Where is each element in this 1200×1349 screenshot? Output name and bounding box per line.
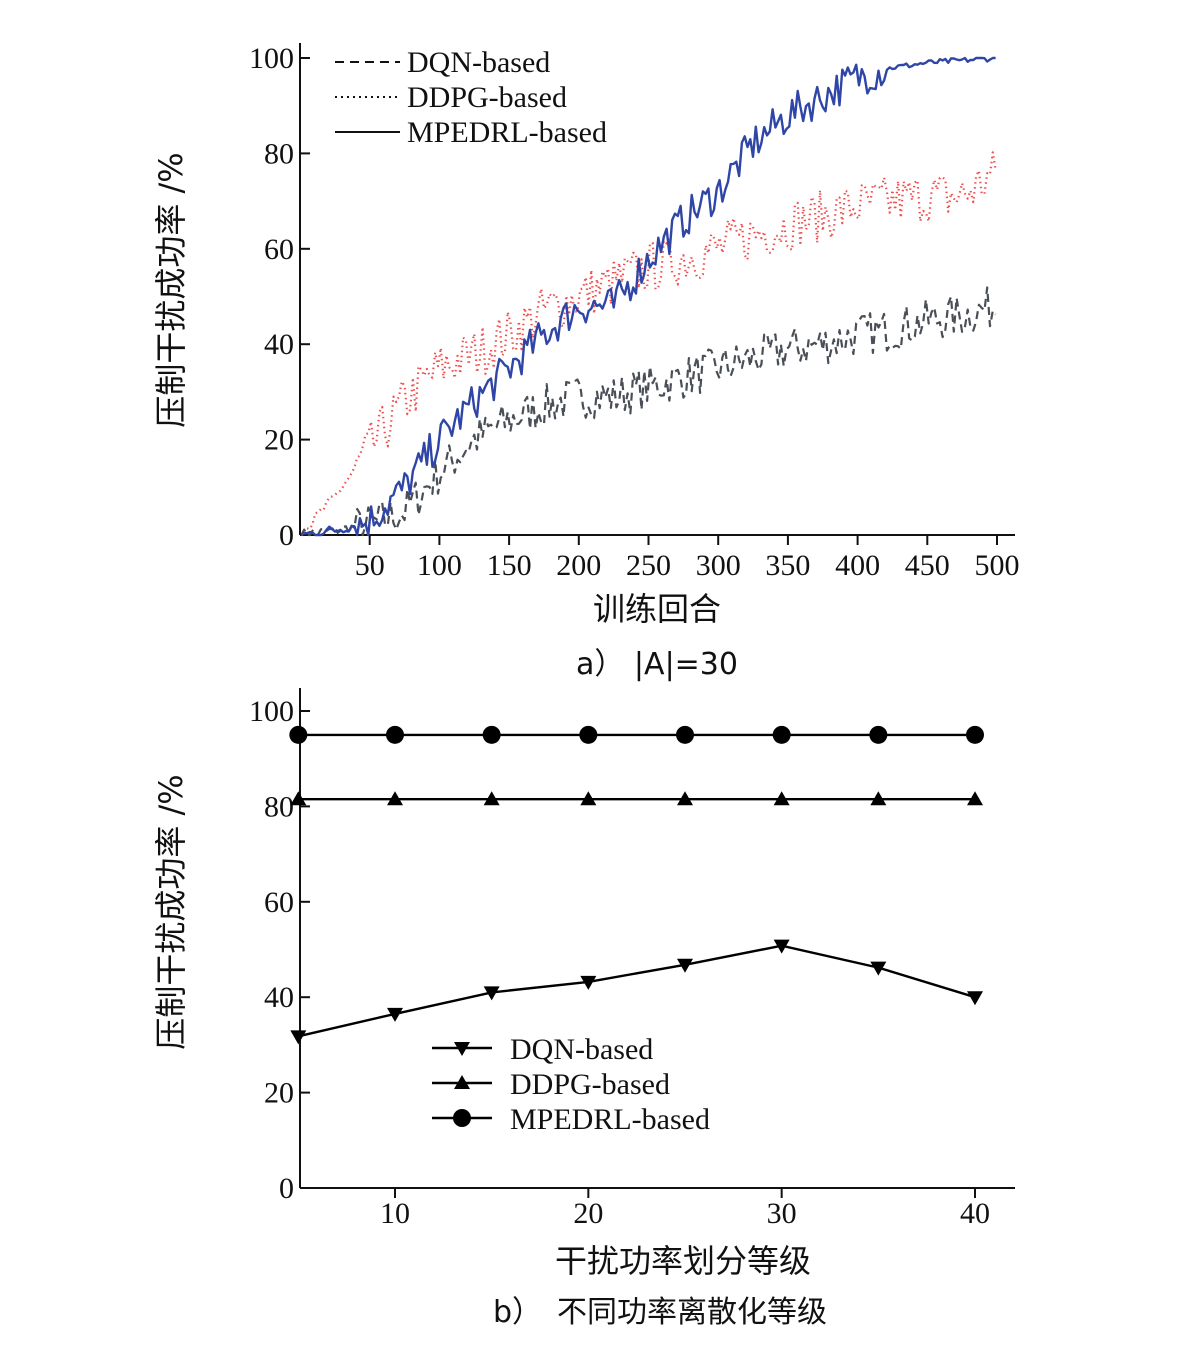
legend-b-marker <box>454 1075 470 1089</box>
legend-a-mpedrl-label: MPEDRL-based <box>407 116 607 149</box>
chart-b-y-tick-label: 60 <box>264 886 294 919</box>
legend-b-label: MPEDRL-based <box>510 1103 710 1136</box>
chart-b-data-point <box>290 1030 307 1045</box>
chart-b-data-point <box>966 725 984 744</box>
chart-b-caption: b） 不同功率离散化等级 <box>493 1295 827 1330</box>
chart-a-y-tick-label: 100 <box>249 42 294 75</box>
chart-a-x-tick-label: 100 <box>417 549 462 582</box>
chart-a-y-tick-label: 40 <box>264 328 294 361</box>
chart-a-caption: a） |A|=30 <box>576 647 738 682</box>
chart-b-data-point <box>677 791 693 806</box>
chart-b-data-point <box>967 791 983 806</box>
chart-b-x-tick-label: 40 <box>960 1197 990 1230</box>
chart-b-data-point <box>580 975 597 990</box>
legend-b-marker <box>453 1109 471 1127</box>
chart-a-x-tick-label: 400 <box>835 549 880 582</box>
chart-b-y-tick-label: 80 <box>264 790 294 823</box>
chart-b-data-point <box>870 961 887 976</box>
chart-b-data-point <box>676 725 694 744</box>
chart-b-data-point <box>483 986 500 1001</box>
chart-a-x-tick-label: 150 <box>487 549 532 582</box>
chart-b-data-point <box>870 791 887 806</box>
chart-a-y-tick-label: 80 <box>264 137 294 170</box>
chart-b-data-point <box>773 791 790 806</box>
legend-b-label: DDPG-based <box>510 1068 670 1101</box>
chart-a-y-tick-label: 60 <box>264 233 294 266</box>
chart-b-data-point <box>482 725 501 744</box>
chart-b-data-point <box>580 791 597 806</box>
chart-b-data-point <box>579 725 598 744</box>
chart-a-x-tick-label: 500 <box>975 549 1020 582</box>
chart-b-data-point <box>773 939 790 954</box>
chart-a-y-tick-label: 0 <box>279 519 294 552</box>
chart-a-series-line <box>301 151 997 537</box>
chart-b-data-point <box>290 791 307 806</box>
chart-b-series-line <box>298 944 976 1038</box>
chart-a-x-tick-label: 250 <box>626 549 671 582</box>
chart-a-series-line <box>300 286 997 537</box>
chart-b-data-point <box>386 725 404 744</box>
chart-b-x-tick-label: 10 <box>380 1197 410 1230</box>
chart-a-y-tick-label: 20 <box>264 424 294 457</box>
chart-a-x-tick-label: 200 <box>556 549 601 582</box>
chart-b: 10 20 30 40 0 20 40 60 80 100 干扰功率划分等级 压制干扰成功率 /%… <box>152 688 1015 1330</box>
chart-b-y-tick-label: 20 <box>264 1077 294 1110</box>
legend-a-dqn-label: DQN-based <box>407 46 550 79</box>
legend-a-ddpg-label: DDPG-based <box>407 81 567 114</box>
chart-a-x-tick-label: 450 <box>905 549 950 582</box>
chart-b-y-tick-label: 40 <box>264 981 294 1014</box>
chart-b-x-tick-label: 30 <box>767 1197 797 1230</box>
chart-a-x-tick-label: 300 <box>696 549 741 582</box>
legend-b-marker <box>454 1042 470 1056</box>
chart-a-legend: DQN-based DDPG-based MPEDRL-based <box>335 46 607 149</box>
chart-b-data-point <box>483 791 500 806</box>
chart-b-data-point <box>289 725 308 744</box>
chart-b-y-label: 压制干扰成功率 /% <box>152 774 190 1049</box>
chart-b-data-point <box>387 791 403 806</box>
chart-b-data-point <box>967 991 983 1006</box>
chart-b-x-tick-label: 20 <box>573 1197 603 1230</box>
chart-b-data-point <box>772 725 791 744</box>
chart-b-data-point <box>869 725 888 744</box>
chart-b-x-label: 干扰功率划分等级 <box>555 1242 811 1280</box>
chart-a-y-label: 压制干扰成功率 /% <box>152 152 190 427</box>
chart-a: 50 100 150 200 250 300 350 400 450 500 0 20 40 60 80 10… <box>152 42 1020 682</box>
chart-b-y-tick-label: 0 <box>279 1172 294 1205</box>
chart-a-x-tick-label: 350 <box>765 549 810 582</box>
chart-a-series-line <box>300 56 996 537</box>
chart-b-data-point <box>677 958 693 973</box>
chart-a-x-tick-label: 50 <box>355 549 385 582</box>
legend-b-label: DQN-based <box>510 1033 653 1066</box>
chart-b-data-point <box>387 1007 403 1022</box>
chart-b-y-tick-label: 100 <box>249 695 294 728</box>
chart-a-x-label: 训练回合 <box>593 590 721 628</box>
